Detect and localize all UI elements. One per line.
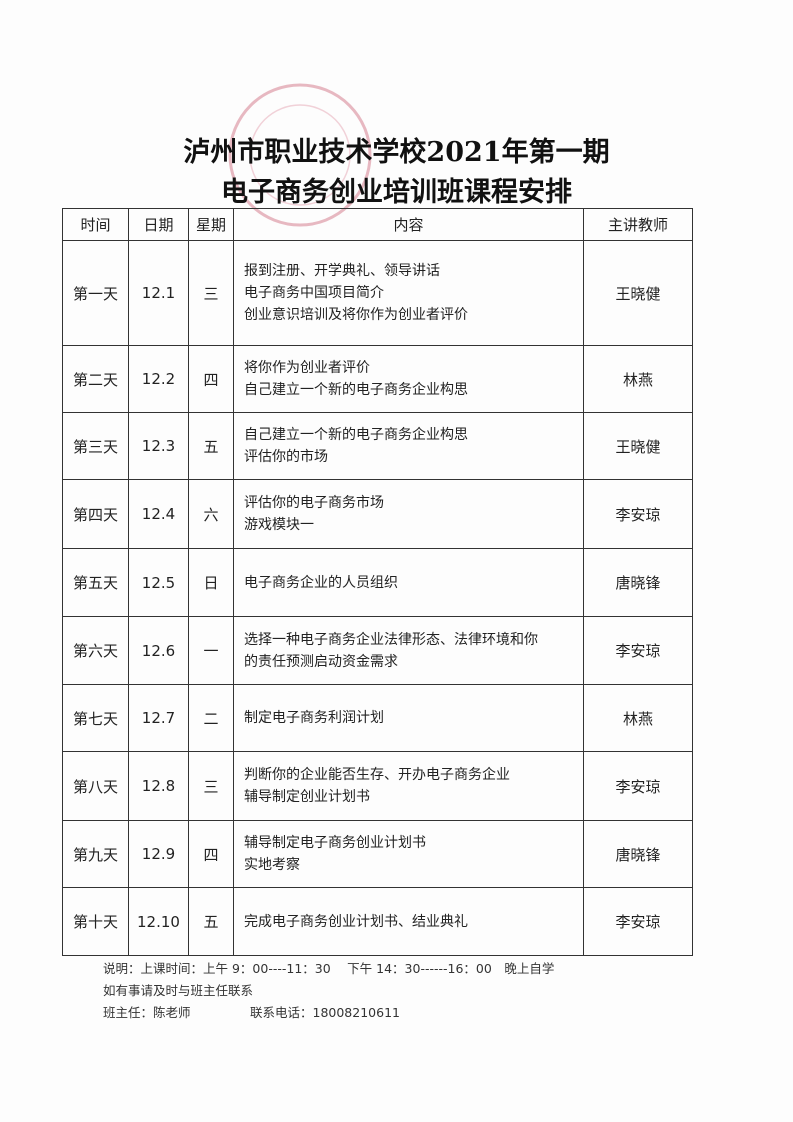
date-cell: 12.3	[128, 412, 189, 480]
weekday-cell: 四	[188, 820, 234, 888]
content-line: 完成电子商务创业计划书、结业典礼	[244, 913, 468, 930]
teacher-cell: 唐晓锋	[583, 548, 693, 617]
content-line: 辅导制定电子商务创业计划书	[244, 835, 426, 851]
note: 联系电话：18008210611	[250, 1005, 400, 1020]
content-line: 将你作为创业者评价	[244, 360, 370, 376]
teacher-cell: 李安琼	[583, 479, 693, 549]
weekday-cell: 四	[188, 345, 234, 413]
column-header: 时间	[62, 208, 129, 241]
weekday-cell: 日	[188, 548, 234, 617]
content-cell: 完成电子商务创业计划书、结业典礼	[233, 887, 584, 956]
weekday-cell: 五	[188, 887, 234, 956]
note: 如有事请及时与班主任联系	[103, 983, 254, 998]
day-cell: 第六天	[62, 616, 129, 685]
content-line: 评估你的市场	[244, 449, 328, 465]
content-line: 电子商务企业的人员组织	[244, 574, 398, 591]
day-cell: 第九天	[62, 820, 129, 888]
content-cell: 报到注册、开学典礼、领导讲话 电子商务中国项目简介创业意识培训及将你作为创业者评价	[233, 240, 584, 346]
schedule-table: 时间 日期 星期 内容 主讲教师 第一天 12.1 三报到注册、开学典礼、领导讲话 电子商务中…	[62, 208, 693, 956]
table-row: 第一天 12.1 三报到注册、开学典礼、领导讲话 电子商务中国项目简介创业意识培训及将…	[62, 240, 693, 346]
content-line: 评估你的电子商务市场	[244, 495, 384, 511]
column-header: 日期	[128, 208, 189, 241]
content-cell: 自己建立一个新的电子商务企业构思 评估你的市场	[233, 412, 584, 480]
day-cell: 第五天	[62, 548, 129, 617]
content-line: 报到注册、开学典礼、领导讲话	[244, 263, 440, 279]
day-cell: 第十天	[62, 887, 129, 956]
table-row: 第五天 12.5 日电子商务企业的人员组织 唐晓锋	[62, 548, 693, 617]
content-line: 制定电子商务利润计划	[244, 710, 384, 726]
day-cell: 第七天	[62, 684, 129, 752]
teacher-cell: 唐晓锋	[583, 820, 693, 888]
table-row: 第十天 12.10 五完成电子商务创业计划书、结业典礼 李安琼	[62, 887, 693, 956]
note: 班主任：陈老师	[103, 1005, 191, 1020]
date-cell: 12.10	[128, 887, 189, 956]
date-cell: 12.1	[128, 240, 189, 346]
content-cell: 辅导制定电子商务创业计划书 实地考察	[233, 820, 584, 888]
teacher-cell: 林燕	[583, 345, 693, 413]
note: 说明：上课时间：上午 9：00----11：30 下午 14：30------1…	[103, 961, 555, 976]
content-cell: 评估你的电子商务市场 游戏模块一	[233, 479, 584, 549]
title-line: 电子商务创业培训班课程安排	[221, 177, 572, 208]
teacher-cell: 李安琼	[583, 887, 693, 956]
weekday-cell: 一	[188, 616, 234, 685]
teacher-cell: 王晓健	[583, 412, 693, 480]
content-line: 游戏模块一	[244, 517, 314, 533]
column-header: 星期	[188, 208, 234, 241]
day-cell: 第一天	[62, 240, 129, 346]
content-cell: 将你作为创业者评价自己建立一个新的电子商务企业构思	[233, 345, 584, 413]
content-line: 辅导制定创业计划书	[244, 789, 370, 805]
weekday-cell: 六	[188, 479, 234, 549]
table-row: 第六天 12.6 一选择一种电子商务企业法律形态、法律环境和你 的责任预测启动资金需求…	[62, 616, 693, 685]
date-cell: 12.6	[128, 616, 189, 685]
title-line: 泸州市职业技术学校2021年第一期	[183, 137, 610, 168]
teacher-cell: 李安琼	[583, 751, 693, 821]
content-line: 电子商务中国项目简介	[244, 285, 384, 301]
day-cell: 第三天	[62, 412, 129, 480]
column-header: 主讲教师	[583, 208, 693, 241]
content-line: 自己建立一个新的电子商务企业构思	[244, 427, 468, 443]
content-cell: 判断你的企业能否生存、开办电子商务企业 辅导制定创业计划书	[233, 751, 584, 821]
day-cell: 第四天	[62, 479, 129, 549]
content-line: 的责任预测启动资金需求	[244, 653, 398, 670]
content-line: 实地考察	[244, 857, 300, 873]
content-line: 创业意识培训及将你作为创业者评价	[244, 307, 468, 323]
date-cell: 12.4	[128, 479, 189, 549]
content-cell: 电子商务企业的人员组织	[233, 548, 584, 617]
date-cell: 12.8	[128, 751, 189, 821]
weekday-cell: 二	[188, 684, 234, 752]
content-line: 判断你的企业能否生存、开办电子商务企业	[244, 767, 510, 783]
date-cell: 12.5	[128, 548, 189, 617]
table-row: 第九天 12.9 四辅导制定电子商务创业计划书 实地考察 唐晓锋	[62, 820, 693, 888]
teacher-cell: 林燕	[583, 684, 693, 752]
date-cell: 12.2	[128, 345, 189, 413]
column-header: 内容	[233, 208, 584, 241]
date-cell: 12.7	[128, 684, 189, 752]
table-row: 第八天 12.8 三判断你的企业能否生存、开办电子商务企业 辅导制定创业计划书 李安琼	[62, 751, 693, 821]
content-line: 自己建立一个新的电子商务企业构思	[244, 382, 468, 398]
day-cell: 第八天	[62, 751, 129, 821]
weekday-cell: 三	[188, 751, 234, 821]
teacher-cell: 李安琼	[583, 616, 693, 685]
table-row: 第七天 12.7 二制定电子商务利润计划 林燕	[62, 684, 693, 752]
table-row: 第二天 12.2 四将你作为创业者评价 自己建立一个新的电子商务企业构思 林燕	[62, 345, 693, 413]
content-cell: 选择一种电子商务企业法律形态、法律环境和你 的责任预测启动资金需求	[233, 616, 584, 685]
day-cell: 第二天	[62, 345, 129, 413]
weekday-cell: 五	[188, 412, 234, 480]
table-row: 第三天 12.3 五自己建立一个新的电子商务企业构思 评估你的市场 王晓健	[62, 412, 693, 480]
teacher-cell: 王晓健	[583, 240, 693, 346]
date-cell: 12.9	[128, 820, 189, 888]
weekday-cell: 三	[188, 240, 234, 346]
table-row: 第四天 12.4 六评估你的电子商务市场 游戏模块一 李安琼	[62, 479, 693, 549]
content-line: 选择一种电子商务企业法律形态、法律环境和你	[244, 631, 538, 648]
content-cell: 制定电子商务利润计划	[233, 684, 584, 752]
